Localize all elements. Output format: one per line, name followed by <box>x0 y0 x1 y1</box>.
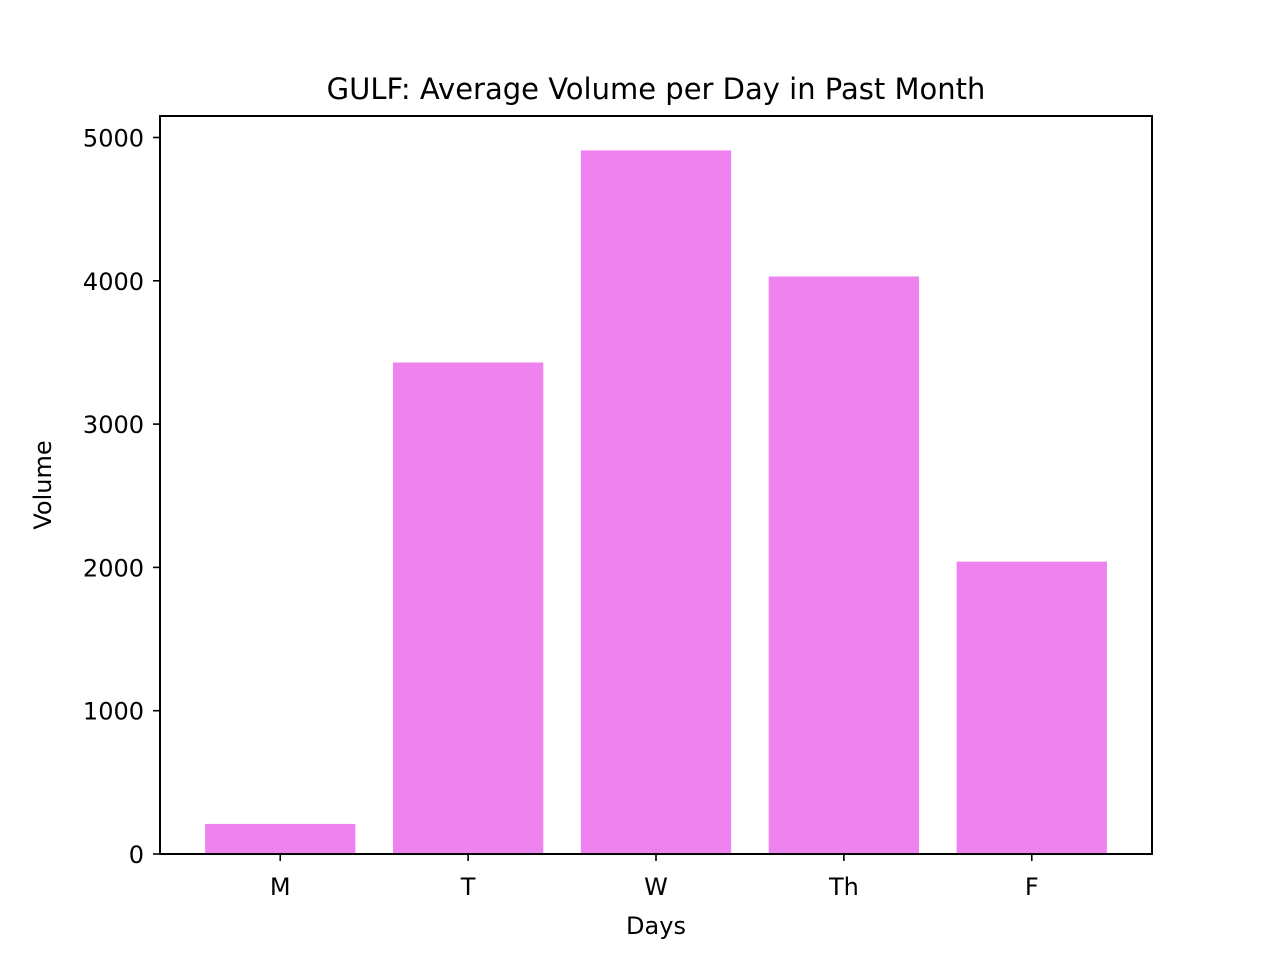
bar-t <box>392 362 544 854</box>
x-tick-label: W <box>644 873 668 901</box>
bar-w <box>580 150 732 855</box>
y-axis-title: Volume <box>29 440 57 529</box>
x-axis-title: Days <box>626 912 686 940</box>
y-tick-label: 2000 <box>83 554 144 582</box>
bars-layer <box>205 150 1107 855</box>
y-tick-label: 3000 <box>83 411 144 439</box>
bar-f <box>956 561 1107 854</box>
plot-frame <box>159 115 1153 855</box>
y-tick-label: 0 <box>129 841 144 869</box>
x-axis-ticks: M T W Th F <box>270 854 1039 901</box>
chart-title: GULF: Average Volume per Day in Past Mon… <box>327 72 986 106</box>
y-tick-label: 5000 <box>83 124 144 152</box>
y-tick-label: 1000 <box>83 698 144 726</box>
bar-m <box>205 823 356 854</box>
y-tick-label: 4000 <box>83 268 144 296</box>
x-tick-label: M <box>270 873 291 901</box>
y-axis-ticks: 0 1000 2000 3000 4000 5000 <box>83 124 160 869</box>
x-tick-label: T <box>460 873 476 901</box>
bar-th <box>768 276 920 855</box>
x-tick-label: F <box>1025 873 1039 901</box>
x-tick-label: Th <box>828 873 859 901</box>
